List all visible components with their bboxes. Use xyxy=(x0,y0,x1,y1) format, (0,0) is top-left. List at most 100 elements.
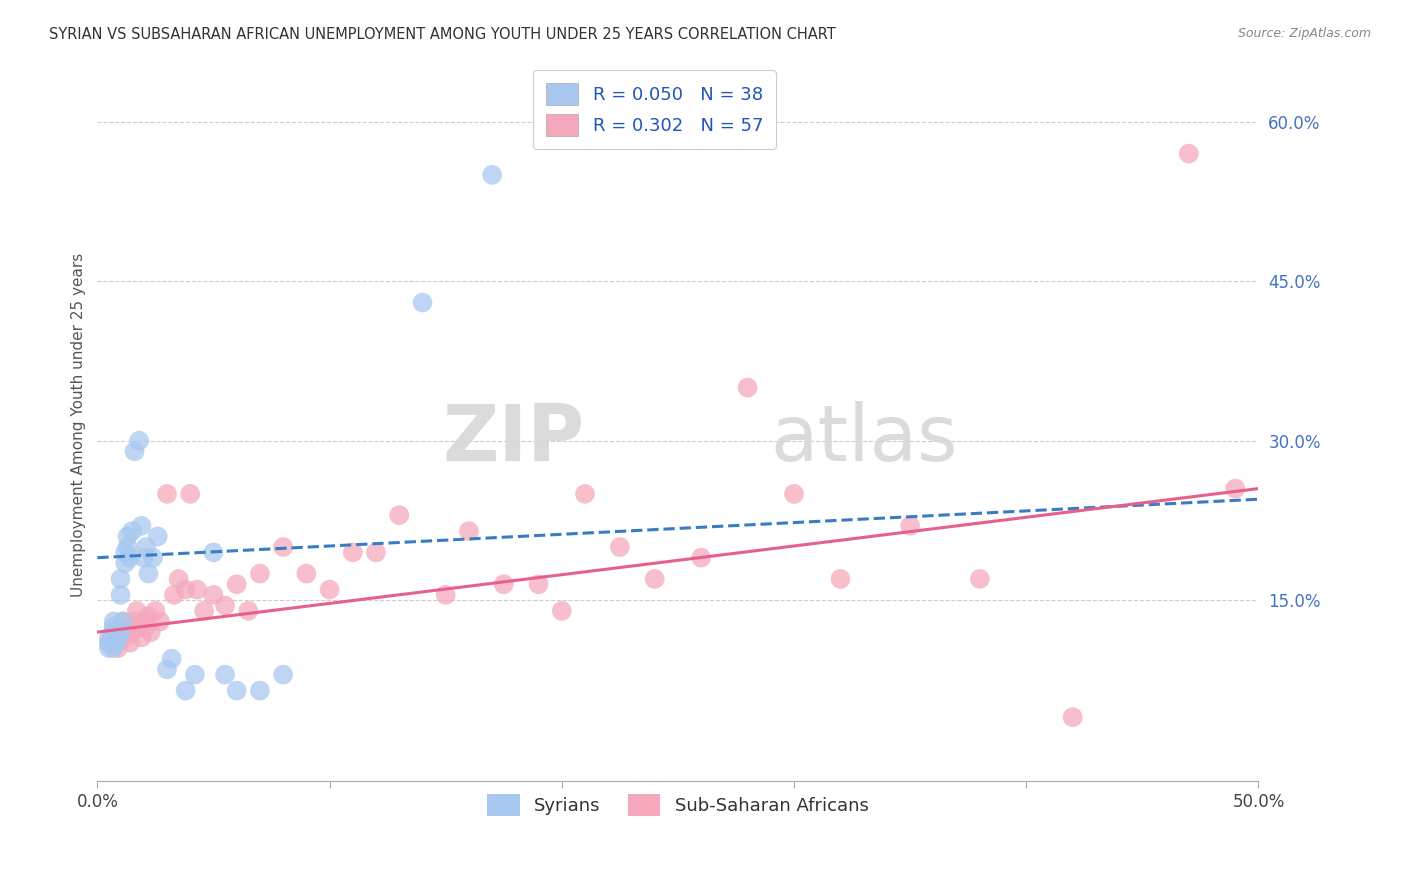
Point xyxy=(110,588,132,602)
Text: SYRIAN VS SUBSAHARAN AFRICAN UNEMPLOYMENT AMONG YOUTH UNDER 25 YEARS CORRELATION: SYRIAN VS SUBSAHARAN AFRICAN UNEMPLOYMEN… xyxy=(49,27,837,42)
Point xyxy=(111,615,134,629)
Point xyxy=(107,631,129,645)
Point xyxy=(139,625,162,640)
Point xyxy=(118,636,141,650)
Point xyxy=(1225,482,1247,496)
Point xyxy=(271,667,294,681)
Point xyxy=(97,641,120,656)
Point xyxy=(783,487,806,501)
Point xyxy=(146,529,169,543)
Point xyxy=(125,604,148,618)
Point xyxy=(214,667,236,681)
Point xyxy=(225,683,247,698)
Point xyxy=(121,625,143,640)
Point xyxy=(103,615,125,629)
Point xyxy=(97,636,120,650)
Point xyxy=(118,550,141,565)
Point xyxy=(114,545,136,559)
Point xyxy=(117,540,139,554)
Point xyxy=(271,540,294,554)
Point xyxy=(135,540,157,554)
Point xyxy=(364,545,387,559)
Point xyxy=(114,631,136,645)
Point xyxy=(174,582,197,597)
Point xyxy=(737,380,759,394)
Point xyxy=(103,625,125,640)
Point xyxy=(103,620,125,634)
Point xyxy=(145,604,167,618)
Point xyxy=(97,631,120,645)
Point xyxy=(117,529,139,543)
Point xyxy=(411,295,433,310)
Point xyxy=(202,588,225,602)
Point xyxy=(690,550,713,565)
Point xyxy=(174,683,197,698)
Point xyxy=(160,651,183,665)
Y-axis label: Unemployment Among Youth under 25 years: Unemployment Among Youth under 25 years xyxy=(72,252,86,597)
Point xyxy=(184,667,207,681)
Point xyxy=(124,444,146,458)
Text: ZIP: ZIP xyxy=(443,401,585,477)
Point xyxy=(142,550,165,565)
Point xyxy=(103,625,125,640)
Point xyxy=(295,566,318,581)
Point xyxy=(342,545,364,559)
Point xyxy=(644,572,666,586)
Point xyxy=(969,572,991,586)
Point xyxy=(111,615,134,629)
Point xyxy=(193,604,215,618)
Point xyxy=(103,641,125,656)
Point xyxy=(249,566,271,581)
Legend: Syrians, Sub-Saharan Africans: Syrians, Sub-Saharan Africans xyxy=(478,785,877,825)
Point xyxy=(156,487,179,501)
Point xyxy=(492,577,515,591)
Point xyxy=(104,636,127,650)
Point xyxy=(167,572,190,586)
Point xyxy=(318,582,340,597)
Point xyxy=(238,604,260,618)
Text: Source: ZipAtlas.com: Source: ZipAtlas.com xyxy=(1237,27,1371,40)
Point xyxy=(574,487,596,501)
Point xyxy=(149,615,172,629)
Point xyxy=(135,620,157,634)
Point xyxy=(110,631,132,645)
Point xyxy=(551,604,574,618)
Point xyxy=(110,625,132,640)
Point xyxy=(214,599,236,613)
Point xyxy=(128,434,150,448)
Point xyxy=(156,662,179,676)
Point xyxy=(609,540,631,554)
Point xyxy=(132,550,155,565)
Point xyxy=(97,636,120,650)
Point xyxy=(110,625,132,640)
Point xyxy=(434,588,457,602)
Point xyxy=(225,577,247,591)
Point xyxy=(100,631,122,645)
Text: atlas: atlas xyxy=(770,401,959,477)
Point xyxy=(138,566,160,581)
Point xyxy=(132,615,155,629)
Point xyxy=(117,620,139,634)
Point xyxy=(527,577,550,591)
Point xyxy=(104,636,127,650)
Point xyxy=(388,508,411,523)
Point xyxy=(186,582,208,597)
Point xyxy=(898,518,921,533)
Point xyxy=(163,588,186,602)
Point xyxy=(121,524,143,538)
Point xyxy=(131,631,153,645)
Point xyxy=(481,168,503,182)
Point xyxy=(830,572,852,586)
Point xyxy=(128,620,150,634)
Point xyxy=(131,518,153,533)
Point xyxy=(249,683,271,698)
Point xyxy=(179,487,201,501)
Point xyxy=(124,615,146,629)
Point xyxy=(110,572,132,586)
Point xyxy=(458,524,481,538)
Point xyxy=(107,641,129,656)
Point xyxy=(1062,710,1084,724)
Point xyxy=(1178,146,1201,161)
Point xyxy=(138,609,160,624)
Point xyxy=(202,545,225,559)
